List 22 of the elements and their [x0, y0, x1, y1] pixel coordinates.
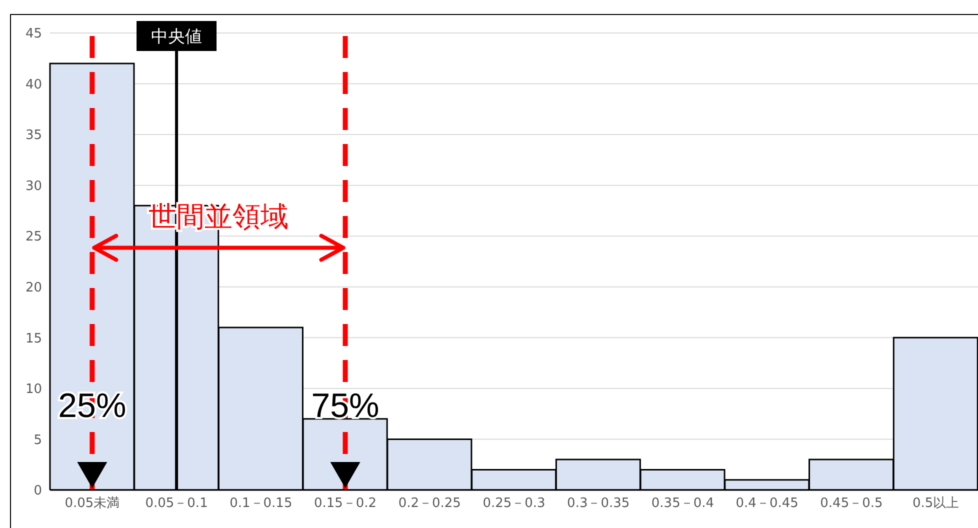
- y-tick-label: 0: [34, 484, 42, 499]
- x-tick-label: 0.3－0.35: [567, 496, 630, 512]
- y-tick-label: 10: [25, 382, 42, 398]
- x-tick-label: 0.15－0.2: [314, 496, 377, 512]
- x-tick-label: 0.4－0.45: [736, 496, 798, 512]
- y-tick-label: 30: [25, 178, 42, 194]
- x-tick-label: 0.05－0.1: [145, 496, 208, 512]
- y-tick-label: 35: [25, 128, 42, 144]
- y-tick-label: 15: [25, 331, 42, 346]
- y-tick-label: 5: [34, 432, 42, 448]
- ref-line-label: 中央値: [151, 27, 202, 47]
- y-tick-label: 40: [25, 77, 42, 92]
- y-tick-label: 45: [25, 26, 42, 42]
- x-tick-label: 0.2－0.25: [398, 496, 461, 512]
- x-tick-label: 0.45－0.5: [820, 496, 883, 512]
- x-tick-label: 0.1－0.15: [230, 496, 292, 512]
- x-tick-label: 0.35－0.4: [651, 496, 714, 512]
- x-tick-label: 0.05未満: [64, 496, 120, 512]
- x-tick-label: 0.25－0.3: [482, 496, 546, 512]
- x-tick-label: 0.5以上: [912, 496, 960, 512]
- y-tick-label: 20: [25, 280, 42, 296]
- y-tick-label: 25: [25, 230, 42, 245]
